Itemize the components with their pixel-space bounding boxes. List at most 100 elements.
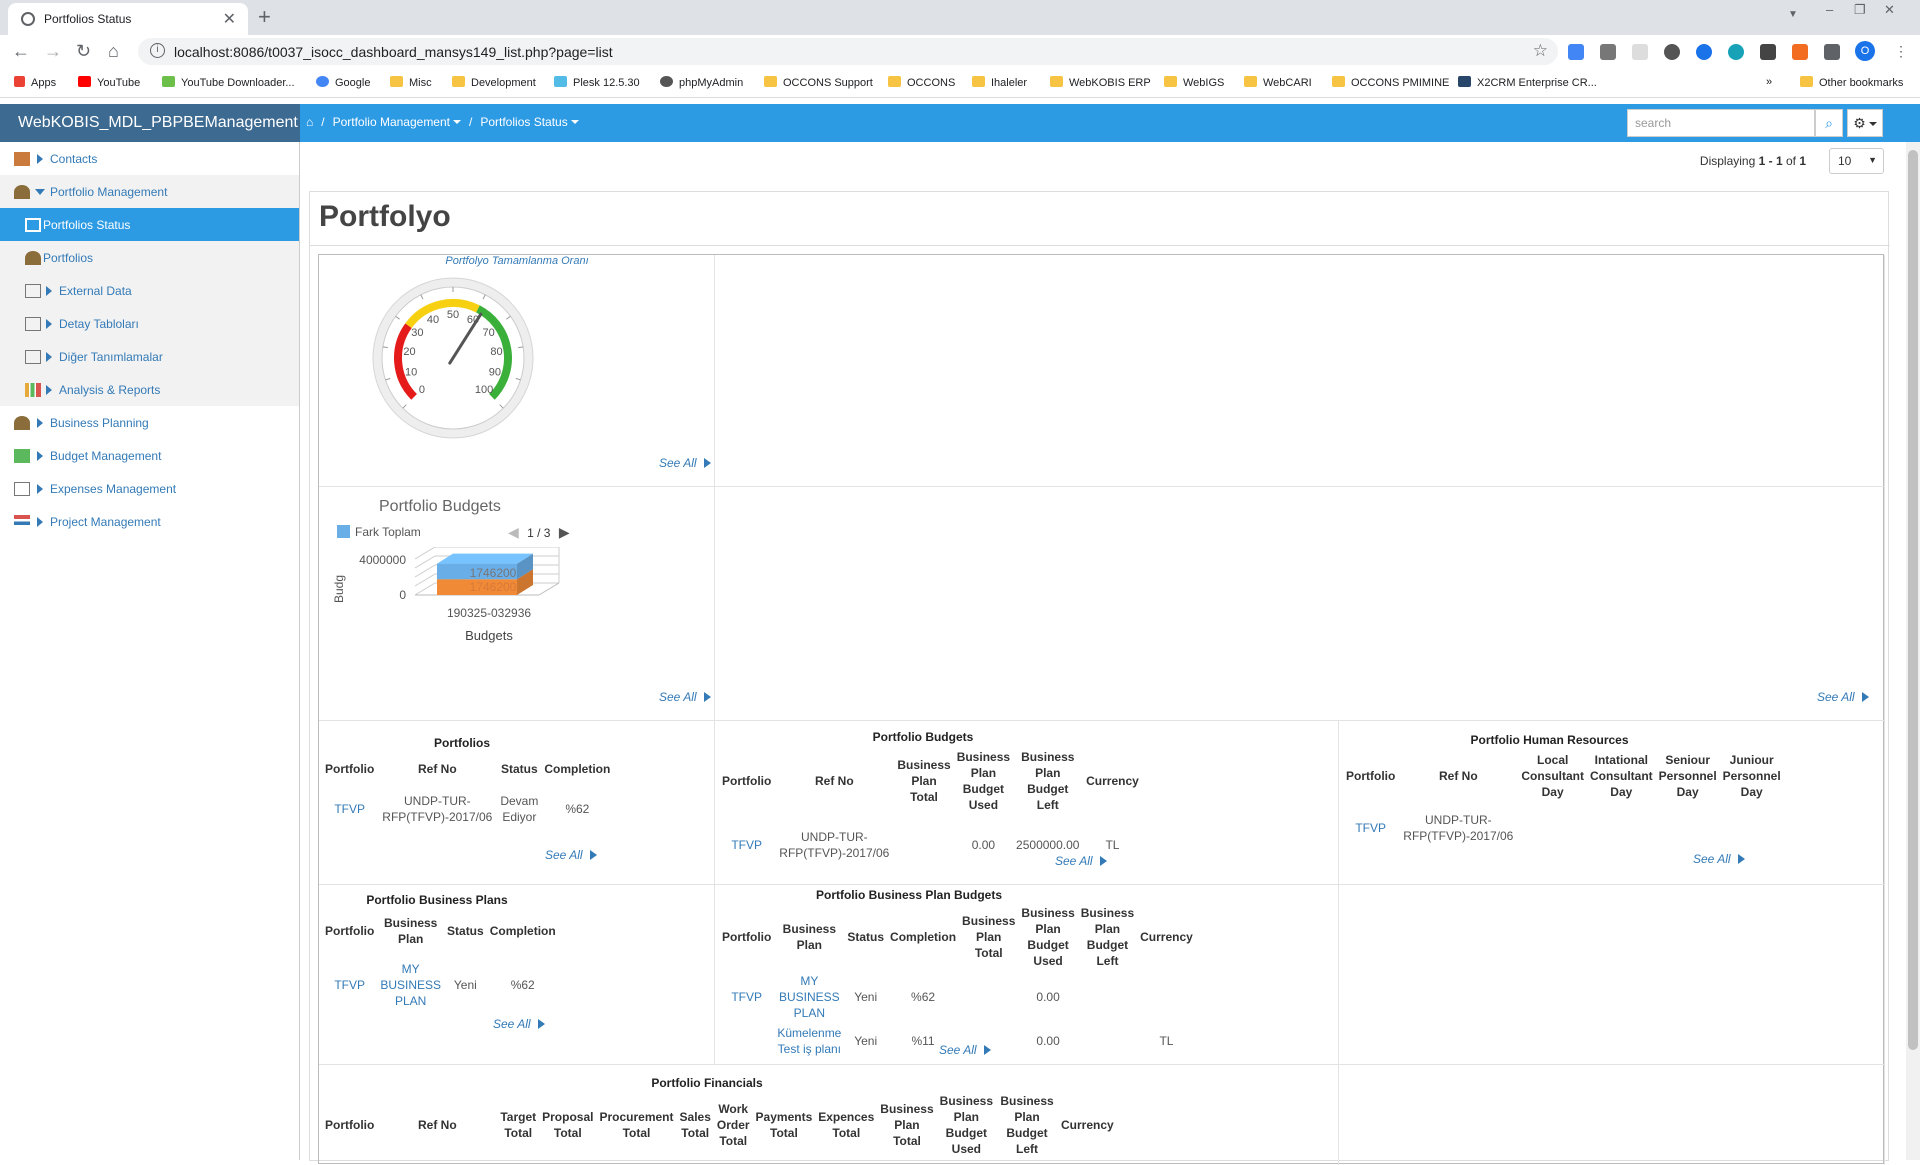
bookmark-apps[interactable]: Apps xyxy=(14,76,56,89)
see-all-gauge-link[interactable]: See All xyxy=(659,456,711,470)
wikipedia-extension-icon[interactable] xyxy=(1632,44,1648,60)
settings-dropdown-button[interactable]: ⚙ xyxy=(1847,109,1883,137)
column-header: Expences Total xyxy=(818,1110,875,1140)
sidebar-item-portfolios[interactable]: Portfolios xyxy=(0,241,299,274)
gauge-tick xyxy=(395,315,400,320)
bookmark-webkobis-erp[interactable]: WebKOBIS ERP xyxy=(1050,76,1151,89)
minimize-window-button[interactable]: – xyxy=(1826,2,1834,17)
sidebar-item-contacts[interactable]: Contacts xyxy=(0,142,299,175)
portfolio-link[interactable]: TFVP xyxy=(731,990,762,1004)
translate-extension-icon[interactable] xyxy=(1568,44,1584,60)
scrollbar-thumb[interactable] xyxy=(1908,150,1918,1050)
location-extension-icon[interactable] xyxy=(1664,44,1680,60)
page-size-select[interactable]: 10 ▼ xyxy=(1829,148,1884,174)
portfolio-link[interactable] xyxy=(719,1023,774,1059)
portfolio-link[interactable]: TFVP xyxy=(334,978,365,992)
bookmark-google[interactable]: Google xyxy=(316,76,370,89)
gauge-needle xyxy=(448,312,483,365)
sidebar-item-business-planning[interactable]: Business Planning xyxy=(0,406,299,439)
see-all-business-plans-link[interactable]: See All xyxy=(493,1017,545,1031)
bookmark-occons-pmimine[interactable]: OCCONS PMIMINE xyxy=(1332,76,1449,89)
address-bar[interactable]: i localhost:8086/t0037_isocc_dashboard_m… xyxy=(138,38,1558,65)
portfolio-link[interactable]: TFVP xyxy=(731,838,762,852)
sidebar-item-budget-management[interactable]: Budget Management xyxy=(0,439,299,472)
bookmark-development[interactable]: Development xyxy=(452,76,536,89)
x-axis-label: Budgets xyxy=(465,628,513,643)
column-header: Local Consultant Day xyxy=(1521,753,1584,799)
arrow-right-icon xyxy=(1861,692,1869,702)
gridline xyxy=(414,582,436,596)
business-plan-link[interactable]: Kümelenme Test iş planı xyxy=(777,1026,842,1056)
column-header: Ref No xyxy=(417,762,457,776)
sidebar-item-expenses-management[interactable]: Expenses Management xyxy=(0,472,299,505)
home-button[interactable]: ⌂ xyxy=(108,41,119,61)
gauge-tick-label: 50 xyxy=(447,309,459,321)
see-all-budget-chart-link[interactable]: See All xyxy=(659,690,711,704)
folder-icon xyxy=(390,76,403,87)
sidebar-item-portfolio-management[interactable]: Portfolio Management xyxy=(0,175,299,208)
home-icon[interactable]: ⌂ xyxy=(306,115,314,129)
bookmark-other[interactable]: Other bookmarks xyxy=(1800,76,1903,89)
restore-window-button[interactable]: ❐ xyxy=(1854,2,1866,17)
bar-front-1 xyxy=(437,579,517,595)
see-all-budgets-link[interactable]: See All xyxy=(1055,854,1107,868)
gauge-tick xyxy=(518,346,524,349)
reload-button[interactable]: ↻ xyxy=(76,41,92,61)
sidebar-item-external-data[interactable]: External Data xyxy=(0,274,299,307)
bookmark-webigs[interactable]: WebIGS xyxy=(1164,76,1224,89)
see-all-portfolios-link[interactable]: See All xyxy=(545,848,597,862)
bookmark-plesk[interactable]: Plesk 12.5.30 xyxy=(554,76,640,89)
site-info-icon[interactable]: i xyxy=(150,43,165,58)
sidebar-item-diger-tanimlamalar[interactable]: Diğer Tanımlamalar xyxy=(0,340,299,373)
bookmark-youtube[interactable]: YouTube xyxy=(78,76,140,89)
browser-tab[interactable]: Portfolios Status ✕ xyxy=(8,3,248,35)
bookmark-ihaleler[interactable]: Ihaleler xyxy=(972,76,1027,89)
breadcrumb-portfolios-status[interactable]: Portfolios Status xyxy=(480,115,579,129)
sidebar-item-detay-tablolari[interactable]: Detay Tabloları xyxy=(0,307,299,340)
project-icon xyxy=(14,515,30,529)
extensions-puzzle-icon[interactable] xyxy=(1824,44,1840,60)
forward-button[interactable]: → xyxy=(44,41,62,61)
sidebar-item-portfolios-status[interactable]: Portfolios Status xyxy=(0,208,299,241)
more-bookmarks-button[interactable]: » xyxy=(1766,76,1773,88)
sidebar-item-analysis-reports[interactable]: Analysis & Reports xyxy=(0,373,299,406)
close-window-button[interactable]: ✕ xyxy=(1884,2,1895,17)
html-extension-icon[interactable] xyxy=(1760,44,1776,60)
bookmark-phpmyadmin[interactable]: phpMyAdmin xyxy=(660,76,743,89)
back-button[interactable]: ← xyxy=(12,41,30,61)
legend-prev-icon[interactable]: ◀ xyxy=(508,524,519,540)
bookmark-misc[interactable]: Misc xyxy=(390,76,432,89)
tracker-extension-icon[interactable] xyxy=(1728,44,1744,60)
sidebar-item-project-management[interactable]: Project Management xyxy=(0,505,299,538)
new-tab-button[interactable]: + xyxy=(258,4,271,29)
close-tab-icon[interactable]: ✕ xyxy=(222,11,236,28)
breadcrumb-portfolio-management[interactable]: Portfolio Management xyxy=(333,115,461,129)
profile-dropdown-icon[interactable]: ▼ xyxy=(1788,9,1798,20)
pager-summary: Displaying 1 - 1 of 1 xyxy=(1699,154,1806,168)
search-button[interactable]: ⌕ xyxy=(1815,109,1843,137)
portfolio-link[interactable]: TFVP xyxy=(1355,821,1386,835)
bookmark-occons[interactable]: OCCONS xyxy=(888,76,955,89)
bookmark-webcari[interactable]: WebCARI xyxy=(1244,76,1312,89)
portfolio-link[interactable]: TFVP xyxy=(334,802,365,816)
legend-next-icon[interactable]: ▶ xyxy=(558,524,570,540)
bookmark-x2crm[interactable]: X2CRM Enterprise CR... xyxy=(1458,76,1597,89)
bookmark-occons-support[interactable]: OCCONS Support xyxy=(764,76,873,89)
loop-extension-icon[interactable] xyxy=(1696,44,1712,60)
business-plan-link[interactable]: MY BUSINESS PLAN xyxy=(380,962,442,1008)
see-all-bp-budgets-link[interactable]: See All xyxy=(939,1043,991,1057)
see-all-link[interactable]: See All xyxy=(1817,690,1869,704)
search-input[interactable]: search xyxy=(1627,109,1815,137)
app-brand[interactable]: WebKOBIS_MDL_PBPBEManagement xyxy=(0,104,300,142)
profile-avatar[interactable]: O xyxy=(1855,41,1875,61)
vertical-scrollbar[interactable] xyxy=(1906,142,1920,1160)
bookmark-star-icon[interactable]: ☆ xyxy=(1532,41,1548,60)
business-plan-link[interactable]: MY BUSINESS PLAN xyxy=(779,974,840,1020)
table-header-row: Portfolio Ref No Local Consultant Day In… xyxy=(1343,750,1784,802)
see-all-hr-link[interactable]: See All xyxy=(1693,852,1745,866)
browser-menu-icon[interactable]: ⋮ xyxy=(1894,43,1908,59)
recycle-extension-icon[interactable] xyxy=(1600,44,1616,60)
bookmark-youtube-downloader[interactable]: YouTube Downloader... xyxy=(162,76,295,89)
addon-extension-icon[interactable] xyxy=(1792,44,1808,60)
chart-legend[interactable]: Fark Toplam xyxy=(337,525,421,539)
